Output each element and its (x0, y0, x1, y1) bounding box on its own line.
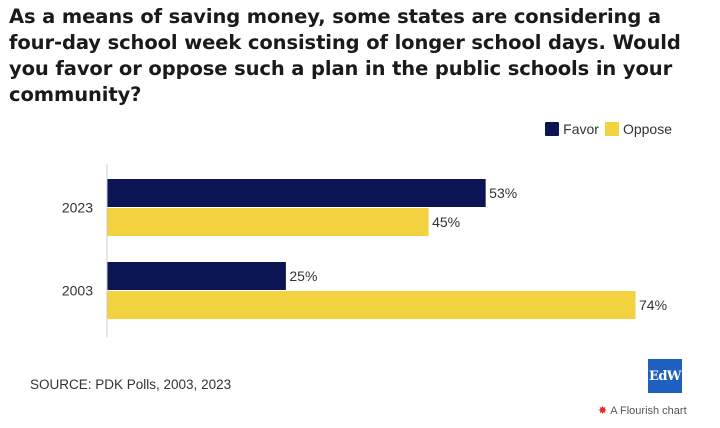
bar-favor-2023 (107, 179, 486, 207)
legend-label-favor: Favor (563, 121, 599, 137)
flourish-credit[interactable]: ✸ A Flourish chart (598, 404, 687, 418)
edweek-logo[interactable]: EdW (648, 359, 682, 393)
legend-item-oppose[interactable]: Oppose (604, 121, 672, 137)
data-label-favor-2003: 25% (289, 268, 317, 284)
chart-title: As a means of saving money, some states … (9, 5, 681, 106)
bar-favor-2003 (107, 262, 286, 290)
category-label-2003: 2003 (62, 283, 93, 299)
flourish-star-icon: ✸ (598, 405, 608, 417)
data-label-favor-2023: 53% (489, 185, 517, 201)
legend-label-oppose: Oppose (622, 121, 672, 137)
data-label-oppose-2023: 45% (432, 214, 460, 230)
category-label-2023: 2023 (62, 200, 93, 216)
bar-oppose-2023 (107, 208, 429, 236)
legend-swatch-favor (545, 122, 560, 136)
data-label-oppose-2003: 74% (639, 297, 667, 313)
bar-oppose-2003 (107, 291, 636, 319)
flourish-label: A Flourish chart (610, 404, 687, 417)
legend-swatch-oppose (604, 122, 619, 136)
legend-item-favor[interactable]: Favor (545, 121, 599, 137)
legend: Favor Oppose (539, 121, 672, 137)
source-note: SOURCE: PDK Polls, 2003, 2023 (30, 377, 232, 392)
